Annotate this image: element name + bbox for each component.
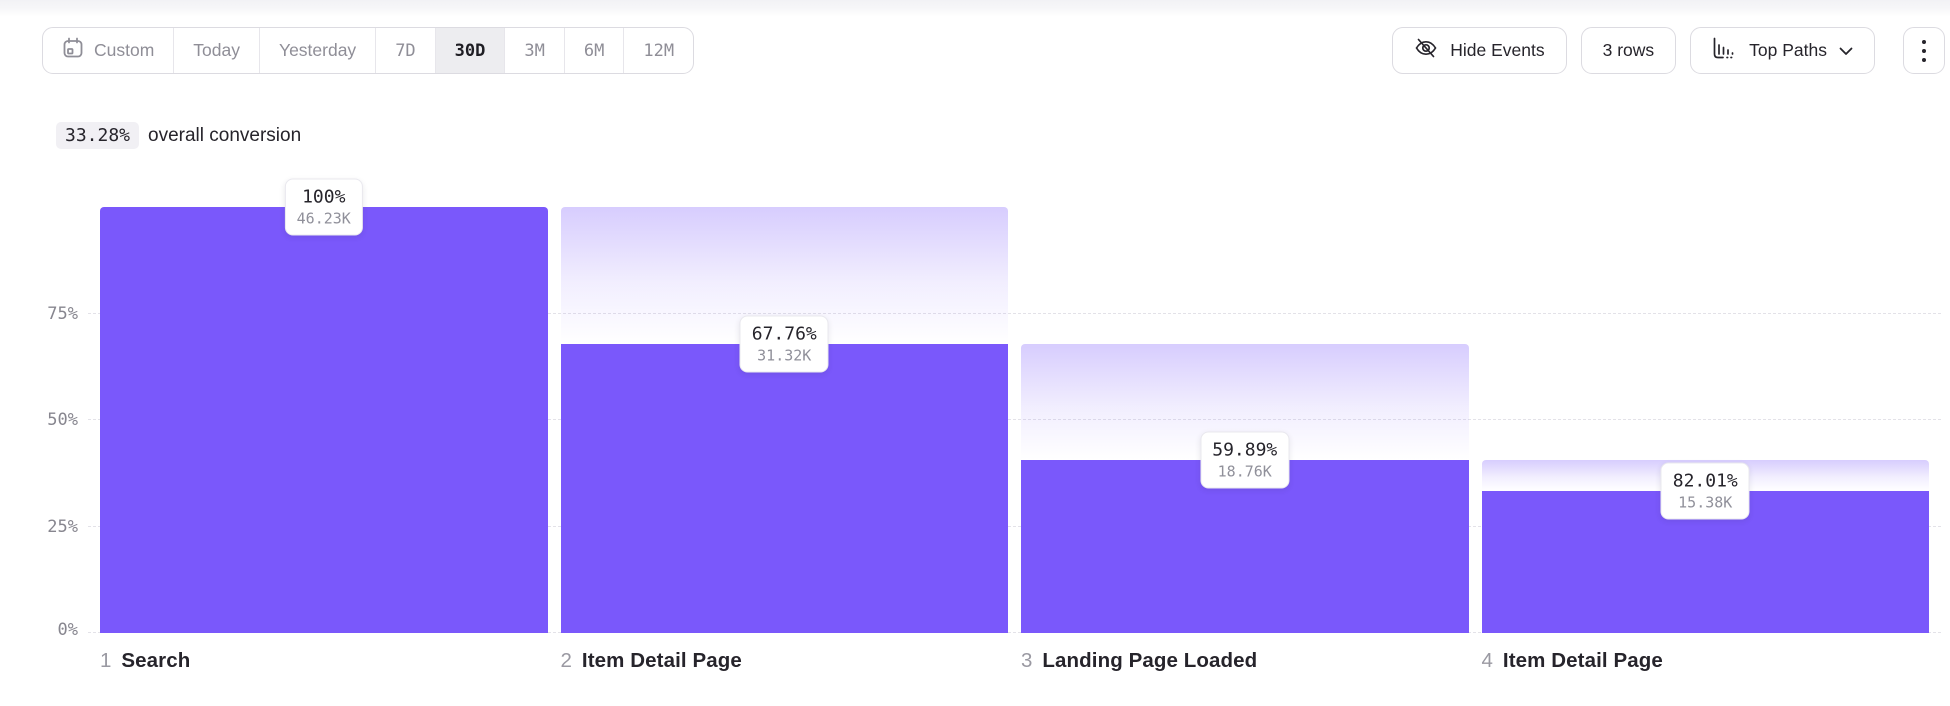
top-divider [0, 0, 1950, 16]
step-count: 46.23K [296, 209, 351, 228]
toolbar-actions: Hide Events 3 rows Top Paths [1392, 27, 1945, 74]
kebab-icon [1922, 39, 1926, 62]
funnel-value-badge: 67.76% 31.32K [739, 315, 829, 373]
date-range-yesterday[interactable]: Yesterday [259, 28, 375, 73]
funnel-bar-converted [100, 207, 548, 633]
date-range-label: 3M [524, 40, 545, 61]
date-range-label: 6M [583, 40, 605, 61]
step-count: 31.32K [757, 346, 812, 365]
gridline-0 [88, 632, 1941, 633]
eye-off-icon [1414, 37, 1438, 64]
funnel-plot-area: 100% 46.23K 67.76% 31.32K 59.89% 18.76K 82.01%… [88, 178, 1941, 633]
funnel-step-label-4: 4 Item Detail Page [1482, 647, 1930, 675]
funnel-step-label-3: 3 Landing Page Loaded [1021, 647, 1469, 675]
top-paths-button[interactable]: Top Paths [1690, 27, 1875, 74]
date-range-today[interactable]: Today [173, 28, 259, 73]
date-range-12m[interactable]: 12M [623, 28, 693, 73]
funnel-step-labels: 1 Search 2 Item Detail Page 3 Landing Page Lo… [100, 647, 1929, 675]
date-range-label: 30D [454, 40, 486, 61]
funnel-step-column-2[interactable]: 67.76% 31.32K [560, 207, 1008, 633]
date-range-segmented-control: Custom Today Yesterday 7D 30D 3M 6M 12M [42, 27, 695, 74]
y-axis-tick-label: 50% [47, 410, 78, 430]
gridline-50 [88, 419, 1941, 420]
rows-label: 3 rows [1602, 40, 1655, 60]
funnel-bar-converted [560, 344, 1008, 633]
more-options-button[interactable] [1903, 27, 1945, 74]
step-name: Item Detail Page [1502, 649, 1663, 672]
funnel-step-label-2: 2 Item Detail Page [561, 647, 1009, 675]
funnel-chart: 0% 25% 50% 75% 100% 46.23K 67.76% 31.32K 59.89%… [0, 178, 1950, 641]
date-range-label: 12M [643, 40, 675, 61]
step-count: 15.38K [1678, 493, 1733, 512]
funnel-step-label-1: 1 Search [100, 647, 548, 675]
funnel-step-column-4[interactable]: 82.01% 15.38K [1481, 207, 1929, 633]
step-name: Item Detail Page [581, 649, 742, 672]
funnel-columns: 100% 46.23K 67.76% 31.32K 59.89% 18.76K 82.01%… [100, 178, 1929, 633]
y-axis-tick-label: 75% [47, 303, 78, 324]
funnel-step-column-3[interactable]: 59.89% 18.76K [1021, 207, 1469, 633]
funnel-bar-converted [1021, 460, 1469, 633]
toolbar: Custom Today Yesterday 7D 30D 3M 6M 12M Hide Ev… [0, 27, 1950, 74]
gridlines [88, 207, 1941, 633]
step-conversion-percent: 100% [302, 186, 346, 208]
step-count: 18.76K [1217, 462, 1272, 481]
step-number: 2 [560, 649, 572, 672]
date-range-label: Custom [94, 40, 155, 60]
top-paths-label: Top Paths [1749, 40, 1827, 60]
funnel-value-badge: 59.89% 18.76K [1200, 431, 1290, 489]
hide-events-button[interactable]: Hide Events [1392, 27, 1567, 74]
y-axis-tick-label: 0% [57, 620, 78, 640]
step-conversion-percent: 67.76% [751, 323, 817, 345]
step-number: 3 [1021, 649, 1033, 672]
step-number: 4 [1481, 649, 1493, 672]
calendar-icon [62, 37, 84, 64]
date-range-label: Today [193, 40, 240, 60]
step-conversion-percent: 59.89% [1212, 439, 1278, 461]
chevron-down-icon [1839, 40, 1853, 61]
funnel-value-badge: 100% 46.23K [284, 178, 363, 236]
funnel-value-badge: 82.01% 15.38K [1660, 462, 1750, 520]
step-name: Landing Page Loaded [1042, 649, 1258, 672]
overall-conversion-value: 33.28% [56, 122, 140, 149]
gridline-25 [88, 525, 1941, 527]
date-range-custom[interactable]: Custom [43, 28, 173, 73]
hide-events-label: Hide Events [1450, 40, 1545, 60]
step-name: Search [121, 649, 191, 672]
step-number: 1 [100, 649, 112, 672]
histogram-icon [1712, 37, 1737, 65]
date-range-3m[interactable]: 3M [504, 28, 563, 73]
y-axis-tick-label: 25% [47, 516, 78, 537]
overall-conversion-summary: 33.28% overall conversion [56, 119, 1950, 152]
date-range-label: Yesterday [279, 40, 357, 60]
date-range-label: 7D [395, 40, 416, 61]
gridline-75 [88, 312, 1941, 314]
date-range-6m[interactable]: 6M [563, 28, 623, 73]
date-range-7d[interactable]: 7D [375, 28, 434, 73]
rows-button[interactable]: 3 rows [1580, 27, 1677, 74]
y-axis: 0% 25% 50% 75% [0, 207, 78, 641]
funnel-step-column-1[interactable]: 100% 46.23K [100, 178, 548, 633]
date-range-30d[interactable]: 30D [434, 28, 505, 73]
step-conversion-percent: 82.01% [1672, 470, 1738, 492]
overall-conversion-label: overall conversion [148, 124, 302, 146]
